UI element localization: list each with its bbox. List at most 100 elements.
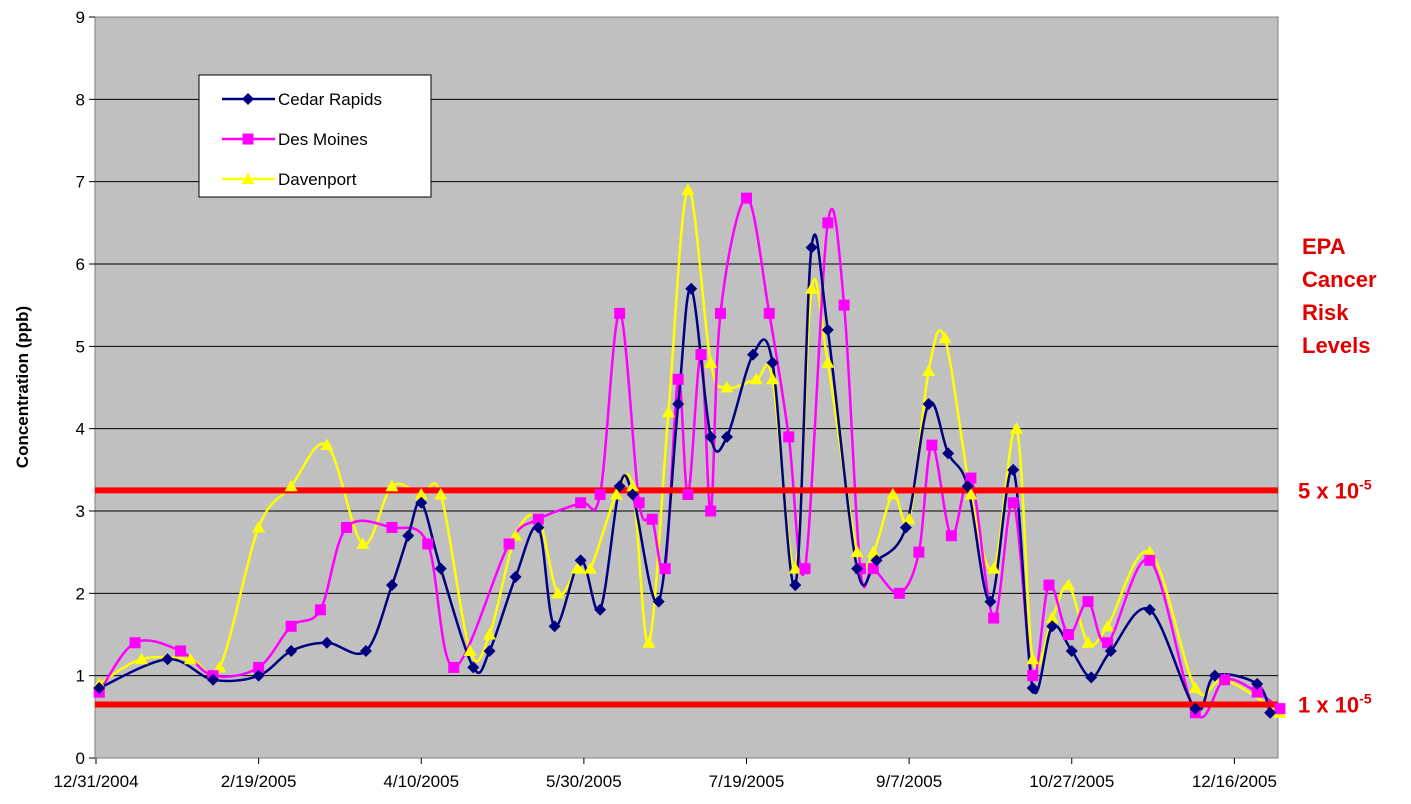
data-point <box>965 472 977 484</box>
data-point <box>93 682 106 695</box>
data-point <box>614 307 626 319</box>
legend-marker <box>242 93 254 105</box>
data-point <box>1065 644 1078 657</box>
data-point <box>1009 422 1023 434</box>
data-point <box>1043 579 1055 591</box>
data-point <box>945 530 957 542</box>
y-tick-label: 5 <box>76 337 85 356</box>
data-point <box>359 644 372 657</box>
legend-label: Davenport <box>278 170 357 189</box>
x-tick-label: 4/10/2005 <box>383 772 459 791</box>
data-point <box>747 348 760 361</box>
data-point <box>821 323 834 336</box>
risk-level-label-text: 5 x 10 <box>1298 478 1359 503</box>
data-point <box>1082 596 1094 608</box>
data-point <box>1264 706 1277 719</box>
data-point <box>783 431 795 443</box>
data-point <box>285 620 297 632</box>
data-point <box>583 562 597 574</box>
data-point <box>1189 702 1202 715</box>
data-point <box>509 570 522 583</box>
epa-title-line: EPA <box>1302 234 1346 259</box>
epa-title-line: Cancer <box>1302 267 1377 292</box>
data-point <box>988 612 1000 624</box>
y-tick-label: 7 <box>76 173 85 192</box>
data-point <box>183 652 197 665</box>
data-point <box>822 217 834 229</box>
data-point <box>893 587 905 599</box>
data-point <box>672 397 685 410</box>
y-tick-label: 2 <box>76 584 85 603</box>
risk-level-exponent: -5 <box>1359 476 1372 492</box>
data-point <box>402 529 415 542</box>
data-point <box>1143 603 1156 616</box>
data-point <box>284 479 298 492</box>
data-point <box>1026 652 1040 665</box>
data-point <box>575 497 587 509</box>
data-point <box>253 661 265 673</box>
data-point <box>594 603 607 616</box>
data-point <box>705 505 717 517</box>
data-point <box>1251 686 1263 698</box>
series-markers <box>92 183 1287 719</box>
data-point <box>1144 554 1156 566</box>
data-point <box>386 521 398 533</box>
data-point <box>1188 681 1202 694</box>
data-point <box>685 282 698 295</box>
data-point <box>672 373 684 385</box>
data-point <box>314 604 326 616</box>
y-axis-ticks: 0 1 2 3 4 5 6 7 8 9 <box>76 8 95 768</box>
legend-marker <box>242 133 254 145</box>
data-point <box>938 331 952 344</box>
data-point <box>161 653 174 666</box>
data-point <box>1045 611 1059 624</box>
data-point <box>926 439 938 451</box>
data-point <box>681 183 695 195</box>
data-point <box>415 496 428 509</box>
data-point <box>886 488 900 500</box>
data-point <box>789 579 802 592</box>
x-tick-label: 9/7/2005 <box>876 772 942 791</box>
data-point <box>913 546 925 558</box>
data-point <box>1062 629 1074 640</box>
legend-marker <box>241 172 255 184</box>
data-point <box>741 192 752 204</box>
data-point <box>207 673 220 686</box>
data-point <box>633 497 645 509</box>
y-tick-label: 9 <box>76 8 85 27</box>
data-point <box>1274 703 1286 715</box>
data-point <box>652 595 665 608</box>
data-point <box>1007 463 1020 476</box>
data-point <box>503 538 515 550</box>
data-point <box>961 480 974 493</box>
data-point <box>788 562 802 574</box>
data-point <box>749 372 763 385</box>
data-point <box>570 562 584 574</box>
data-point <box>720 430 733 443</box>
data-point <box>902 512 916 525</box>
epa-title-line: Risk <box>1302 300 1349 325</box>
data-point <box>922 364 936 377</box>
x-tick-label: 12/31/2004 <box>53 772 138 791</box>
data-point <box>509 529 523 541</box>
x-tick-label: 2/19/2005 <box>221 772 297 791</box>
data-point <box>213 660 227 673</box>
y-tick-label: 4 <box>76 420 85 439</box>
data-point <box>799 563 811 575</box>
data-point <box>532 521 545 534</box>
data-point <box>704 356 718 368</box>
y-tick-label: 0 <box>76 749 85 768</box>
data-point <box>851 562 864 575</box>
data-point <box>1061 578 1075 591</box>
data-point <box>1085 671 1098 684</box>
data-point <box>646 513 658 525</box>
risk-level-label-text: 1 x 10 <box>1298 692 1359 717</box>
data-point <box>1208 669 1221 682</box>
data-point <box>1102 637 1114 649</box>
data-point <box>1046 620 1059 633</box>
y-tick-label: 3 <box>76 502 85 521</box>
data-point <box>659 563 671 575</box>
data-point <box>899 521 912 534</box>
data-point <box>467 661 480 674</box>
